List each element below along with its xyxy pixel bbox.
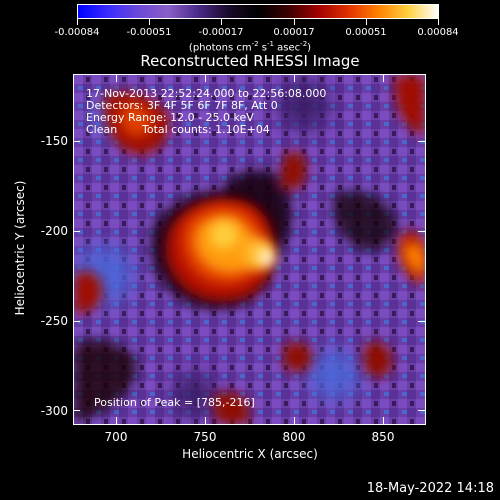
y-tick-label: -200 (40, 224, 68, 238)
generated-timestamp: 18-May-2022 14:18 (366, 481, 494, 496)
colorbar-tick-label: -0.00051 (126, 27, 172, 38)
annotation-time-range: 17-Nov-2013 22:52:24.000 to 22:56:08.000 (86, 87, 327, 100)
x-axis-label: Heliocentric X (arcsec) (182, 447, 318, 461)
x-tick-mark (383, 417, 384, 424)
rhessi-image-heatmap (74, 75, 425, 424)
x-tick-mark (116, 417, 117, 424)
y-tick-mark (73, 321, 80, 322)
y-tick-mark (418, 231, 425, 232)
y-tick-label: -250 (40, 314, 68, 328)
annotation-detectors: Detectors: 3F 4F 5F 6F 7F 8F, Att 0 (86, 99, 278, 112)
y-tick-mark (418, 141, 425, 142)
plot-title: Reconstructed RHESSI Image (140, 52, 360, 70)
x-tick-mark (294, 417, 295, 424)
colorbar-tick-label: -0.00017 (198, 27, 244, 38)
colorbar-tick (77, 19, 78, 25)
y-tick-label: -300 (40, 404, 68, 418)
colorbar (77, 4, 439, 19)
colorbar-tick-label: -0.00084 (54, 27, 100, 38)
x-tick-label: 750 (193, 430, 217, 444)
x-tick-label: 850 (371, 430, 395, 444)
colorbar-tick-label: 0.00051 (345, 27, 387, 38)
colorbar-tick (294, 19, 295, 25)
x-tick-mark (383, 75, 384, 82)
x-tick-mark (294, 75, 295, 82)
y-tick-mark (73, 141, 80, 142)
colorbar-tick-label: 0.00017 (273, 27, 315, 38)
x-tick-mark (205, 417, 206, 424)
x-tick-label: 700 (104, 430, 128, 444)
colorbar-units-label: (photons cm-2 s-1 asec-2) (188, 40, 312, 54)
y-tick-mark (418, 410, 425, 411)
y-tick-label: -150 (40, 134, 68, 148)
y-tick-mark (73, 410, 80, 411)
y-tick-mark (73, 231, 80, 232)
annotation-total-counts: Total counts: 1.10E+04 (142, 123, 270, 136)
colorbar-tick (438, 19, 439, 25)
colorbar-tick-label: 0.00084 (417, 27, 459, 38)
annotation-energy-range: Energy Range: 12.0 - 25.0 keV (86, 111, 254, 124)
x-tick-mark (116, 75, 117, 82)
rhessi-image-plot: 17-Nov-2013 22:52:24.000 to 22:56:08.000… (73, 74, 426, 425)
colorbar-tick (366, 19, 367, 25)
colorbar-tick (149, 19, 150, 25)
colorbar-tick (221, 19, 222, 25)
y-axis-label: Heliocentric Y (arcsec) (13, 180, 27, 316)
x-tick-mark (205, 75, 206, 82)
x-tick-label: 800 (282, 430, 306, 444)
y-tick-mark (418, 321, 425, 322)
annotation-peak-position: Position of Peak = [785,-216] (94, 396, 255, 409)
annotation-clean: Clean (86, 123, 118, 136)
